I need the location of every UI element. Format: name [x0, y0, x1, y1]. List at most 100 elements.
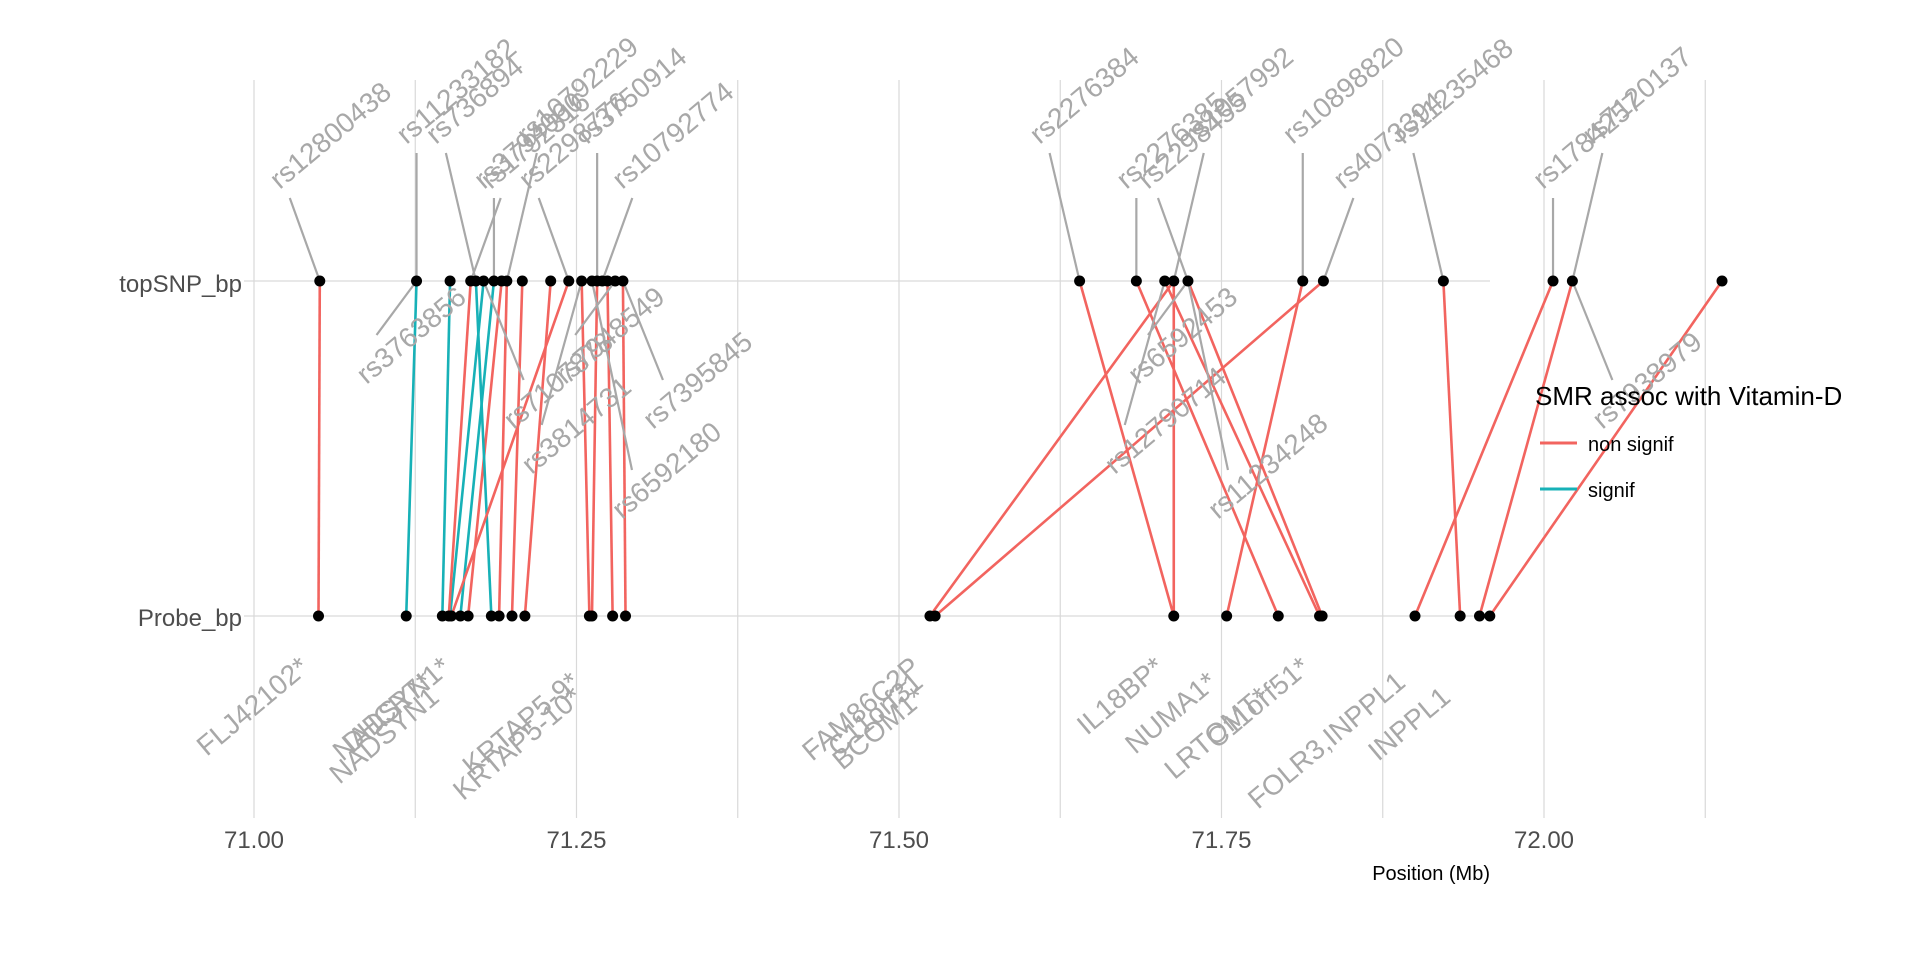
probe-point	[929, 610, 941, 622]
link-lines	[317, 280, 1724, 617]
axis-layer: topSNP_bp Probe_bp Position (Mb) 71.00 71…	[119, 271, 1574, 885]
gene-label: KRTAP5-10*	[447, 681, 588, 806]
legend-label-non-signif: non signif	[1588, 434, 1674, 456]
snp-point	[444, 275, 456, 287]
link-line	[474, 280, 493, 617]
probe-point	[462, 610, 474, 622]
link-line	[606, 280, 614, 617]
snp-label-leader	[1156, 197, 1189, 282]
snp-label-leader	[621, 280, 664, 381]
probe-point	[493, 610, 505, 622]
legend: SMR assoc with Vitamin-D non signif sign…	[1535, 381, 1842, 502]
snp-point	[488, 275, 500, 287]
probe-point	[506, 610, 518, 622]
snp-point	[1159, 275, 1171, 287]
snp-label-leader	[1147, 280, 1189, 336]
annotation-labels: rs12800438rs11233182rs1792316rs736894rs3…	[191, 31, 1708, 815]
label-leaders	[288, 152, 1614, 471]
snp-point	[470, 275, 482, 287]
probe-point	[445, 610, 457, 622]
link-line	[1478, 280, 1574, 617]
snp-label-leader	[590, 280, 634, 471]
link-line	[447, 280, 473, 617]
snp-label-leader	[375, 280, 418, 336]
x-axis-title: Position (Mb)	[1372, 863, 1490, 885]
gene-label: C11orf51*	[1200, 651, 1315, 755]
x-tick-label: 71.50	[869, 827, 929, 854]
link-line	[510, 280, 524, 617]
probe-point	[1272, 610, 1284, 622]
data-points	[313, 275, 1728, 622]
link-line	[1413, 280, 1555, 617]
link-line	[1078, 280, 1176, 617]
link-line	[1442, 280, 1462, 617]
snp-label-leader	[574, 280, 617, 336]
x-tick-label: 71.25	[546, 827, 606, 854]
link-line	[928, 280, 1175, 617]
x-tick-label: 72.00	[1514, 827, 1574, 854]
link-line	[1488, 280, 1724, 617]
link-line	[450, 280, 570, 617]
snp-label-leader	[1571, 280, 1614, 381]
probe-point	[607, 610, 619, 622]
gene-label: FLJ42102*	[191, 651, 315, 762]
snp-point	[516, 275, 528, 287]
snp-point	[314, 275, 326, 287]
snp-label-leader	[1322, 197, 1355, 282]
link-line	[404, 280, 418, 617]
probe-point	[1454, 610, 1466, 622]
link-line	[580, 280, 591, 617]
snp-point	[501, 275, 513, 287]
snp-label: rs2276384	[1024, 41, 1145, 150]
snp-point	[1074, 275, 1086, 287]
snp-label-leader	[1412, 152, 1445, 282]
probe-point	[1168, 610, 1180, 622]
snp-point	[1566, 275, 1578, 287]
snp-label-leader	[469, 197, 502, 282]
snp-label-leader	[444, 152, 477, 282]
link-line	[523, 280, 552, 617]
snp-point	[1716, 275, 1728, 287]
snp-point	[1297, 275, 1309, 287]
snp-point	[609, 275, 621, 287]
legend-label-signif: signif	[1588, 480, 1635, 502]
link-line	[590, 280, 599, 617]
snp-point	[1437, 275, 1449, 287]
snp-label-leader	[482, 280, 525, 381]
snp-label-leader	[1048, 152, 1081, 282]
snp-point	[563, 275, 575, 287]
x-tick-label: 71.75	[1191, 827, 1251, 854]
snp-point	[1130, 275, 1142, 287]
snp-label-leader	[1172, 152, 1205, 282]
snp-point	[545, 275, 557, 287]
snp-point	[576, 275, 588, 287]
snp-label-leader	[1571, 152, 1604, 282]
probe-point	[313, 610, 324, 622]
y-tick-label-topsnp: topSNP_bp	[119, 271, 242, 298]
snp-point	[1168, 275, 1180, 287]
probe-point	[519, 610, 531, 622]
snp-point	[1182, 275, 1194, 287]
x-tick-label: 71.00	[224, 827, 284, 854]
link-line	[317, 280, 322, 617]
link-line	[1135, 280, 1280, 617]
snp-label: rs11235468	[1387, 32, 1519, 149]
snp-label-leader	[540, 280, 583, 426]
grid-layer	[244, 80, 1706, 818]
snp-label-leader	[601, 197, 634, 282]
snp-label: rs7120137	[1576, 41, 1697, 150]
snp-label: rs3763856	[350, 281, 471, 390]
probe-point	[485, 610, 497, 622]
link-line	[1225, 280, 1305, 617]
probe-point	[1316, 610, 1328, 622]
probe-point	[620, 610, 632, 622]
snp-point	[411, 275, 423, 287]
snp-point	[617, 275, 629, 287]
probe-point	[1221, 610, 1233, 622]
y-tick-label-probe: Probe_bp	[138, 605, 242, 632]
snp-label-leader	[537, 197, 570, 282]
snp-label-leader	[505, 152, 538, 282]
link-line	[441, 280, 452, 617]
probe-point	[400, 610, 412, 622]
